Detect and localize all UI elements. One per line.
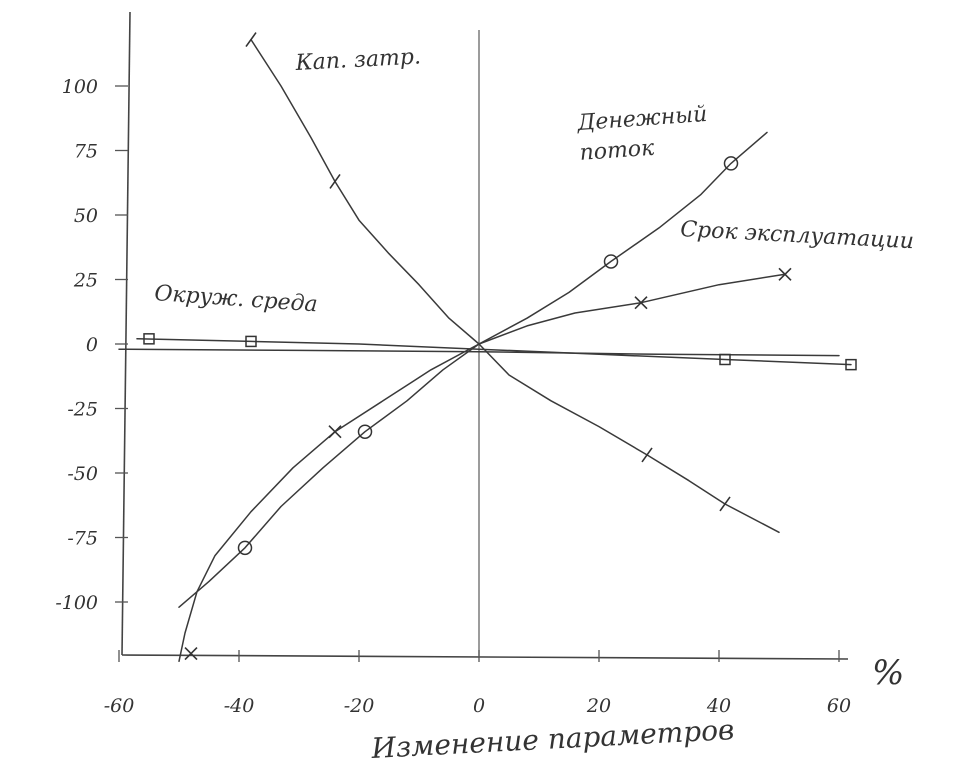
square-marker [245,335,257,348]
y-tick-label: -75 [67,528,98,550]
series-label-environment: Окруж. среда [154,281,319,317]
series-lines [118,38,852,663]
y-tick-label: 0 [86,334,98,356]
tick-marker [329,173,341,189]
y-tick-label: -100 [55,592,98,614]
y-axis-line [121,11,131,656]
square-marker [143,333,155,345]
series-line-4 [118,348,840,357]
x-marker [634,296,648,310]
y-tick-label: -25 [67,399,98,421]
tick-marker [641,447,653,463]
y-tick-label: 75 [74,141,98,163]
y-ticks: 100 75 50 25 0 -25 -50 -75 -100 [55,76,128,614]
series-line-3 [136,338,852,366]
series-line-1 [178,131,768,608]
square-marker [845,358,857,371]
x-unit-label: % [872,653,904,693]
y-tick-label: 50 [74,205,98,227]
x-tick-label: 20 [586,695,611,717]
tick-marker [245,32,257,48]
y-tick-label: 100 [62,76,98,98]
series-label-cap-costs: Кап. затр. [294,44,421,76]
x-axis-title: Изменение параметров [370,713,735,765]
x-tick-label: 0 [473,695,485,717]
circle-marker [723,156,739,171]
x-tick-label: 40 [706,695,731,717]
x-marker [328,425,342,439]
tick-marker [719,496,731,512]
x-marker [778,267,792,281]
x-tick-label: -40 [224,695,255,717]
series-label-service-life: Срок эксплуатации [680,217,915,254]
square-marker [719,353,731,366]
y-tick-label: -50 [67,463,98,485]
circle-marker [237,540,253,556]
circle-marker [357,424,373,439]
circle-marker [603,254,619,269]
x-tick-label: 60 [827,695,851,717]
series-label-cash-flow-line1: Денежный [576,102,708,136]
x-ticks: -60 -40 -20 0 20 40 60 [104,650,851,717]
series-label-cash-flow: Денежный поток [576,101,718,165]
series-line-0 [250,38,780,534]
x-axis-line [121,654,849,660]
series-markers [143,32,857,661]
x-tick-label: -60 [104,695,135,717]
y-tick-label: 25 [73,270,98,292]
x-tick-label: -20 [344,695,375,717]
series-line-2 [178,273,786,663]
x-marker [184,647,198,661]
series-label-cash-flow-line2: поток [579,136,656,166]
